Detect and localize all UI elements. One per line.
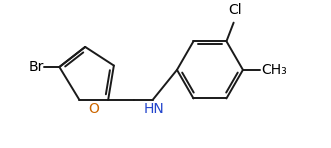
Text: CH₃: CH₃ (261, 63, 287, 77)
Text: HN: HN (143, 102, 164, 116)
Text: Br: Br (28, 60, 44, 74)
Text: Cl: Cl (228, 4, 242, 17)
Text: O: O (88, 102, 99, 116)
